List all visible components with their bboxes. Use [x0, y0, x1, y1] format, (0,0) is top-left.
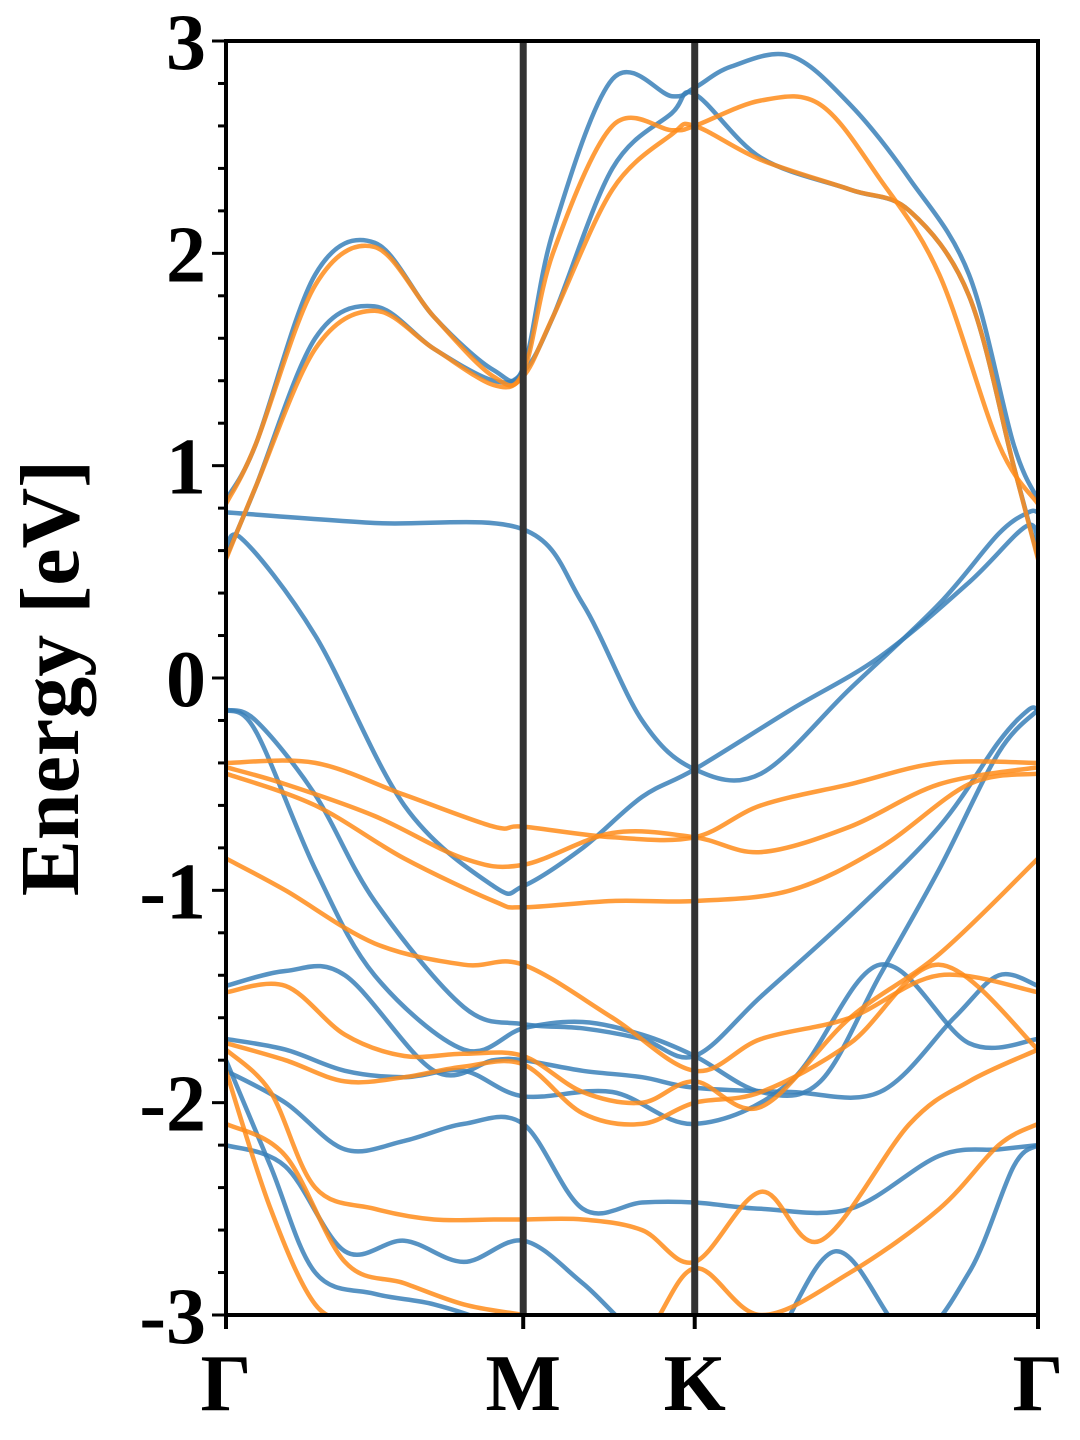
band-blue-9: [226, 1142, 1038, 1315]
band-orange-14: [226, 764, 1038, 870]
band-blue-1: [226, 89, 1038, 560]
band-orange-21: [226, 1068, 333, 1315]
band-blue-8: [226, 1068, 1038, 1216]
y-tick-label-2: -1: [139, 848, 206, 936]
band-orange-20: [226, 1121, 1038, 1315]
y-tick-label-3: 0: [166, 636, 206, 724]
y-tick-label-5: 2: [166, 211, 206, 299]
band-blue-2: [226, 508, 1038, 783]
labels-layer: -3 -2 -1 0 1 2 3 Γ M K Γ: [139, 0, 1063, 1428]
band-blue-0: [226, 51, 1038, 502]
y-axis-label: Energy [eV]: [4, 460, 97, 896]
band-blue-5: [226, 707, 1038, 1099]
band-blue-7: [226, 962, 1038, 1127]
band-orange-15: [226, 771, 1038, 910]
y-tick-label-6: 3: [166, 0, 206, 87]
band-orange-18: [226, 962, 1038, 1127]
x-tick-label-2: K: [664, 1340, 726, 1428]
y-tick-label-4: 1: [166, 424, 206, 512]
x-tick-label-3: Γ: [1013, 1340, 1064, 1428]
band-orange-11: [226, 94, 1038, 507]
y-tick-label-0: -3: [139, 1273, 206, 1361]
band-orange-12: [226, 121, 1038, 562]
band-blue-4: [226, 705, 1038, 1060]
axes-layer: [212, 39, 1040, 1329]
band-orange-13: [226, 758, 1038, 843]
x-tick-label-0: Γ: [201, 1340, 252, 1428]
band-blue-10: [226, 1057, 476, 1315]
bands-layer: [226, 51, 1038, 1315]
band-orange-16: [226, 856, 1038, 1074]
x-tick-label-1: M: [485, 1340, 561, 1428]
kpoint-lines-layer: [519, 41, 699, 1315]
band-orange-19: [226, 1047, 1038, 1265]
band-orange-17: [226, 856, 1038, 1112]
y-tick-label-1: -2: [139, 1061, 206, 1149]
band-blue-6: [226, 963, 1038, 1100]
